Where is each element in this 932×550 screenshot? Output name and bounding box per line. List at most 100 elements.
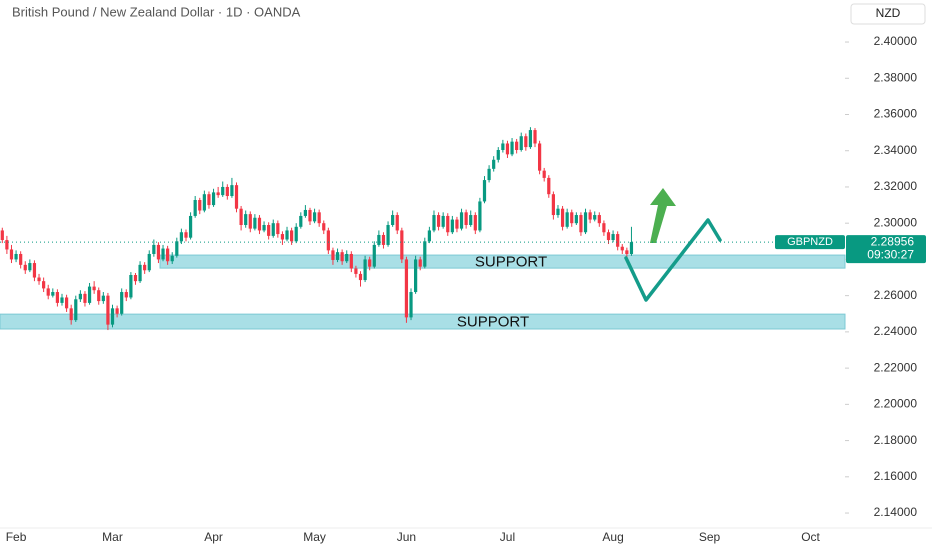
y-tick-label: 2.22000	[874, 360, 918, 374]
candle-body	[478, 201, 482, 231]
candle-body	[533, 130, 537, 144]
candle-body	[184, 232, 188, 238]
candle-body	[276, 223, 280, 235]
candle-body	[482, 180, 487, 202]
candle-body	[92, 286, 96, 291]
candle-body	[87, 286, 92, 303]
candle-body	[496, 150, 500, 160]
candle-body	[248, 214, 252, 229]
candle-body	[560, 208, 565, 227]
y-tick-label: 2.36000	[874, 107, 918, 121]
candle-body	[381, 234, 386, 245]
candle-body	[372, 244, 376, 267]
candle-body	[175, 241, 179, 256]
candle-body	[492, 159, 496, 169]
candle-body	[331, 250, 335, 260]
candle-body	[441, 215, 445, 227]
y-tick-label: 2.16000	[874, 469, 918, 483]
candle-body	[505, 143, 510, 155]
candle-body	[326, 230, 330, 251]
candle-body	[450, 219, 454, 233]
y-tick-label: 2.14000	[874, 505, 918, 519]
candle-body	[69, 308, 73, 321]
x-tick-label: Apr	[204, 530, 223, 544]
candle-body	[455, 219, 459, 229]
y-tick-label: 2.38000	[874, 70, 918, 84]
candle-body	[611, 234, 615, 241]
candle-body	[299, 215, 303, 227]
x-tick-label: Jul	[500, 530, 515, 544]
candle-body	[221, 186, 225, 196]
zone-label: SUPPORT	[457, 314, 529, 331]
candle-body	[358, 273, 363, 281]
candle-body	[542, 170, 546, 178]
candle-body	[317, 212, 321, 224]
currency-button[interactable]	[850, 3, 926, 25]
candle-body	[556, 208, 560, 216]
candle-body	[32, 263, 37, 278]
y-tick-label: 2.34000	[874, 143, 918, 157]
x-tick-label: Aug	[602, 530, 623, 544]
support-zone	[0, 313, 846, 330]
candle-body	[156, 244, 161, 260]
candle-body	[120, 292, 124, 314]
projection-zigzag	[624, 218, 722, 302]
symbol-tag-text: GBPNZD	[787, 236, 833, 248]
candle-body	[198, 200, 202, 211]
candle-body	[64, 297, 69, 309]
candle-body	[519, 136, 523, 150]
candle-body	[138, 264, 142, 282]
candle-body	[303, 209, 308, 216]
candle-body	[290, 230, 294, 242]
candle-body	[363, 259, 367, 281]
candle-body	[510, 141, 514, 155]
chart-title: British Pound / New Zealand Dollar · 1D …	[12, 4, 301, 19]
candle-body	[19, 253, 23, 265]
candle-body	[395, 215, 399, 231]
candle-body	[432, 215, 436, 231]
candle-body	[501, 143, 505, 150]
candle-body	[129, 275, 133, 298]
candle-body	[42, 281, 46, 289]
candle-body	[230, 185, 234, 197]
candle-body	[629, 242, 634, 254]
candle-body	[83, 293, 87, 303]
candle-body	[271, 223, 275, 236]
candle-body	[340, 252, 344, 262]
candle-body	[354, 268, 358, 274]
candle-body	[404, 259, 409, 318]
candle-body	[216, 192, 220, 196]
candle-body	[188, 215, 193, 238]
candle-body	[37, 277, 41, 282]
candle-body	[110, 308, 115, 325]
candle-body	[464, 212, 468, 225]
candle-body	[386, 225, 390, 245]
candle-body	[312, 212, 317, 222]
symbol-tag	[775, 235, 845, 250]
candle-body	[60, 297, 64, 303]
candle-body	[101, 295, 105, 302]
candle-body	[161, 248, 165, 260]
candle-body	[51, 292, 55, 296]
y-tick-label: 2.32000	[874, 179, 918, 193]
candle-body	[115, 308, 119, 314]
y-tick-label: 2.30000	[874, 215, 918, 229]
candle-body	[391, 215, 395, 225]
x-tick-label: Feb	[6, 530, 27, 544]
x-tick-label: Mar	[102, 530, 123, 544]
candle-body	[597, 215, 601, 224]
candle-body	[547, 177, 551, 195]
candle-body	[5, 240, 9, 250]
price-tag	[846, 235, 926, 264]
candle-body	[257, 217, 262, 231]
candle-body	[625, 250, 629, 254]
candle-body	[234, 185, 239, 209]
candle-body	[349, 253, 353, 269]
price-tag-price: 2.28956	[871, 234, 915, 248]
candle-body	[528, 130, 533, 148]
candle-body	[152, 244, 156, 254]
candle-body	[14, 253, 18, 260]
candle-body	[147, 253, 151, 271]
